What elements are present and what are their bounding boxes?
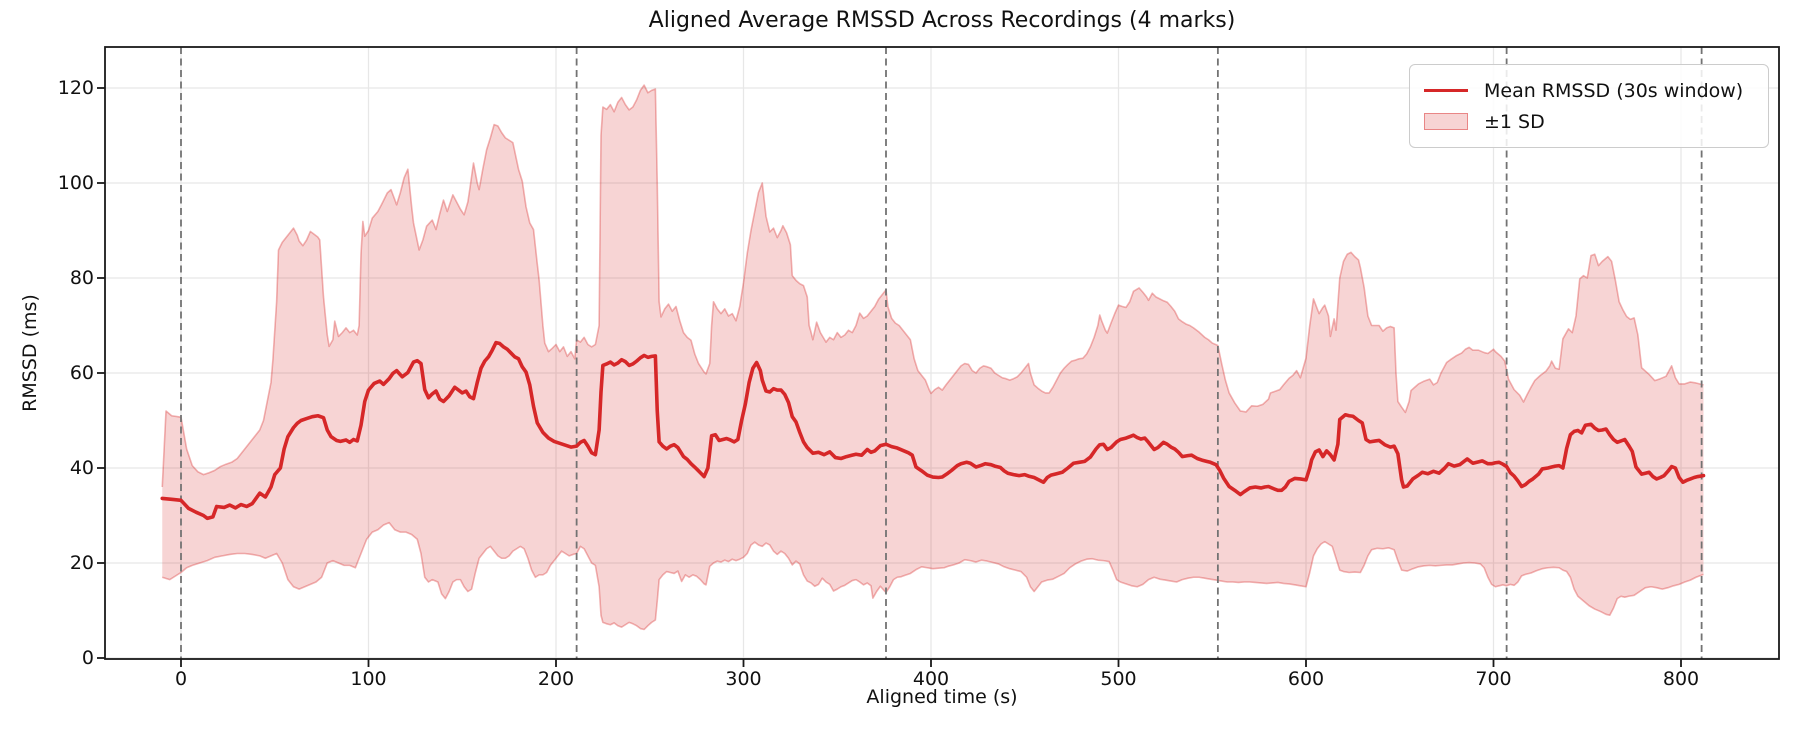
y-tick-label: 40 xyxy=(69,457,94,479)
y-tick-label: 0 xyxy=(81,647,94,669)
x-tick-label: 200 xyxy=(537,668,575,690)
legend-label-mean: Mean RMSSD (30s window) xyxy=(1484,79,1744,102)
legend-patch-swatch xyxy=(1424,113,1468,130)
x-tick-label: 0 xyxy=(174,668,188,690)
x-tick-label: 700 xyxy=(1475,668,1512,690)
legend-entry-sd: ±1 SD xyxy=(1424,106,1754,137)
y-tick-label: 80 xyxy=(69,267,94,289)
axes-spines xyxy=(104,46,1780,660)
legend-entry-mean: Mean RMSSD (30s window) xyxy=(1424,75,1754,106)
y-tick-label: 60 xyxy=(69,362,94,384)
legend: Mean RMSSD (30s window) ±1 SD xyxy=(1409,64,1769,148)
x-tick-label: 100 xyxy=(350,668,387,690)
x-axis-label: Aligned time (s) xyxy=(866,686,1018,708)
x-tick-label: 600 xyxy=(1287,668,1325,690)
y-axis-label: RMSSD (ms) xyxy=(19,294,41,412)
sd-band-upper-edge xyxy=(161,84,1704,488)
y-tick-label: 120 xyxy=(57,77,94,99)
legend-label-sd: ±1 SD xyxy=(1484,110,1545,133)
x-tick-label: 300 xyxy=(725,668,762,690)
x-tick-label: 800 xyxy=(1662,668,1700,690)
sd-band-lower-edge xyxy=(162,521,1704,631)
x-tick-label: 400 xyxy=(912,668,950,690)
x-tick-label: 500 xyxy=(1100,668,1137,690)
sd-band xyxy=(162,85,1704,630)
y-tick-label: 20 xyxy=(69,552,94,574)
legend-line-swatch xyxy=(1424,89,1468,92)
chart-title: Aligned Average RMSSD Across Recordings … xyxy=(648,8,1236,33)
mean-rmssd-line xyxy=(160,340,1706,521)
y-tick-label: 100 xyxy=(57,172,94,194)
